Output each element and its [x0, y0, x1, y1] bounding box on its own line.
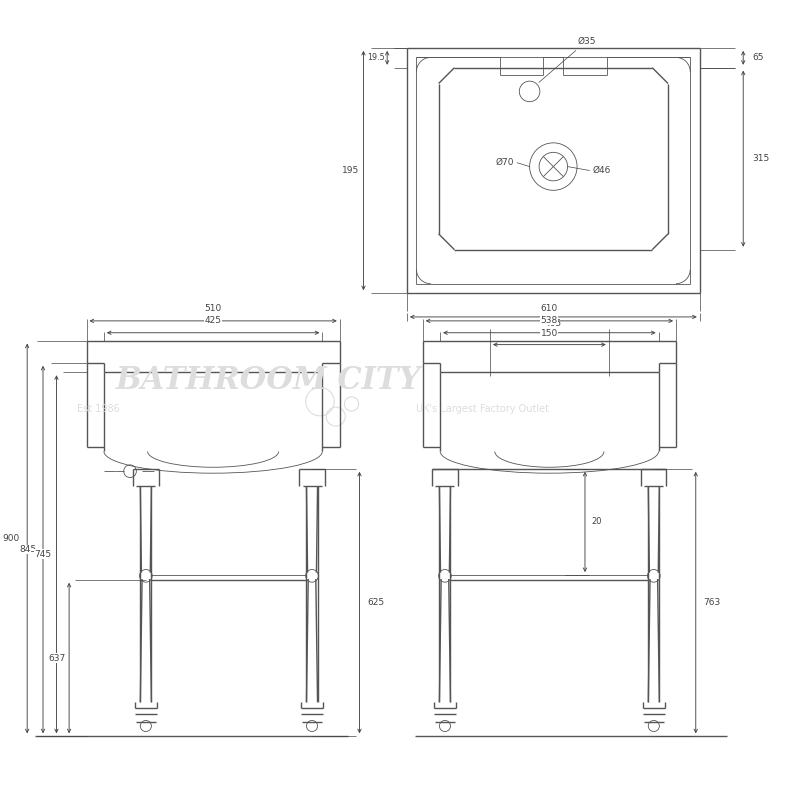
Text: Ø35: Ø35: [539, 37, 595, 82]
Text: Est 1986: Est 1986: [77, 405, 120, 414]
Text: 610: 610: [541, 304, 558, 313]
Text: BATHROOM CITY: BATHROOM CITY: [116, 365, 421, 396]
Text: Ø46: Ø46: [593, 166, 611, 175]
Text: 637: 637: [49, 654, 66, 662]
Text: Ø70: Ø70: [495, 158, 514, 167]
Text: 20: 20: [591, 518, 602, 526]
Text: 845: 845: [19, 545, 37, 554]
Text: 315: 315: [753, 154, 770, 163]
Text: 510: 510: [205, 304, 222, 313]
Text: 625: 625: [367, 598, 385, 607]
Text: UK's Largest Factory Outlet: UK's Largest Factory Outlet: [416, 405, 549, 414]
Text: 19.5: 19.5: [367, 54, 385, 62]
Text: 745: 745: [34, 550, 52, 558]
Text: 763: 763: [704, 598, 721, 607]
Text: 425: 425: [205, 316, 222, 325]
Text: 465: 465: [545, 319, 562, 328]
Text: 538: 538: [541, 316, 558, 325]
Text: 195: 195: [342, 166, 359, 175]
Text: 900: 900: [2, 534, 19, 543]
Text: 65: 65: [753, 54, 764, 62]
Text: 150: 150: [541, 330, 558, 338]
